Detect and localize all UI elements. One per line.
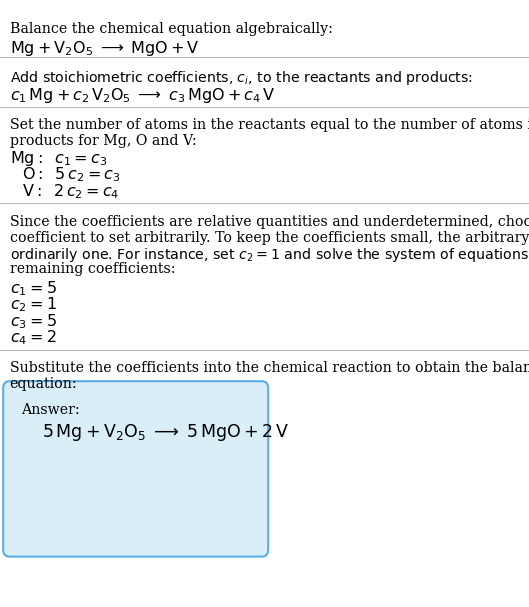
Text: $c_3 = 5$: $c_3 = 5$ xyxy=(10,312,56,331)
Text: $\mathrm{O:}\;\; 5\,c_2 = c_3$: $\mathrm{O:}\;\; 5\,c_2 = c_3$ xyxy=(22,166,121,185)
Text: products for Mg, O and V:: products for Mg, O and V: xyxy=(10,134,196,148)
Text: $c_4 = 2$: $c_4 = 2$ xyxy=(10,328,56,347)
Text: $5\,\mathrm{Mg} + \mathrm{V_2O_5} \;\longrightarrow\; 5\,\mathrm{MgO} + 2\,\math: $5\,\mathrm{Mg} + \mathrm{V_2O_5} \;\lon… xyxy=(42,422,289,443)
Text: Add stoichiometric coefficients, $c_i$, to the reactants and products:: Add stoichiometric coefficients, $c_i$, … xyxy=(10,69,472,87)
Text: $\mathrm{Mg:}\;\; c_1 = c_3$: $\mathrm{Mg:}\;\; c_1 = c_3$ xyxy=(10,149,107,168)
Text: remaining coefficients:: remaining coefficients: xyxy=(10,262,175,276)
Text: ordinarily one. For instance, set $c_2 = 1$ and solve the system of equations fo: ordinarily one. For instance, set $c_2 =… xyxy=(10,246,529,265)
Text: Balance the chemical equation algebraically:: Balance the chemical equation algebraica… xyxy=(10,22,333,36)
FancyBboxPatch shape xyxy=(3,381,268,557)
Text: $\mathrm{V:}\;\; 2\,c_2 = c_4$: $\mathrm{V:}\;\; 2\,c_2 = c_4$ xyxy=(22,182,120,201)
Text: Since the coefficients are relative quantities and underdetermined, choose a: Since the coefficients are relative quan… xyxy=(10,215,529,229)
Text: $c_2 = 1$: $c_2 = 1$ xyxy=(10,296,56,314)
Text: $c_1\,\mathrm{Mg} + c_2\,\mathrm{V_2O_5} \;\longrightarrow\; c_3\,\mathrm{MgO} +: $c_1\,\mathrm{Mg} + c_2\,\mathrm{V_2O_5}… xyxy=(10,86,275,105)
Text: Substitute the coefficients into the chemical reaction to obtain the balanced: Substitute the coefficients into the che… xyxy=(10,361,529,375)
Text: Answer:: Answer: xyxy=(21,403,80,417)
Text: equation:: equation: xyxy=(10,377,77,391)
Text: coefficient to set arbitrarily. To keep the coefficients small, the arbitrary va: coefficient to set arbitrarily. To keep … xyxy=(10,231,529,245)
Text: $\mathrm{Mg + V_2O_5 \;\longrightarrow\; MgO + V}$: $\mathrm{Mg + V_2O_5 \;\longrightarrow\;… xyxy=(10,39,199,58)
Text: Set the number of atoms in the reactants equal to the number of atoms in the: Set the number of atoms in the reactants… xyxy=(10,118,529,132)
Text: $c_1 = 5$: $c_1 = 5$ xyxy=(10,279,56,298)
